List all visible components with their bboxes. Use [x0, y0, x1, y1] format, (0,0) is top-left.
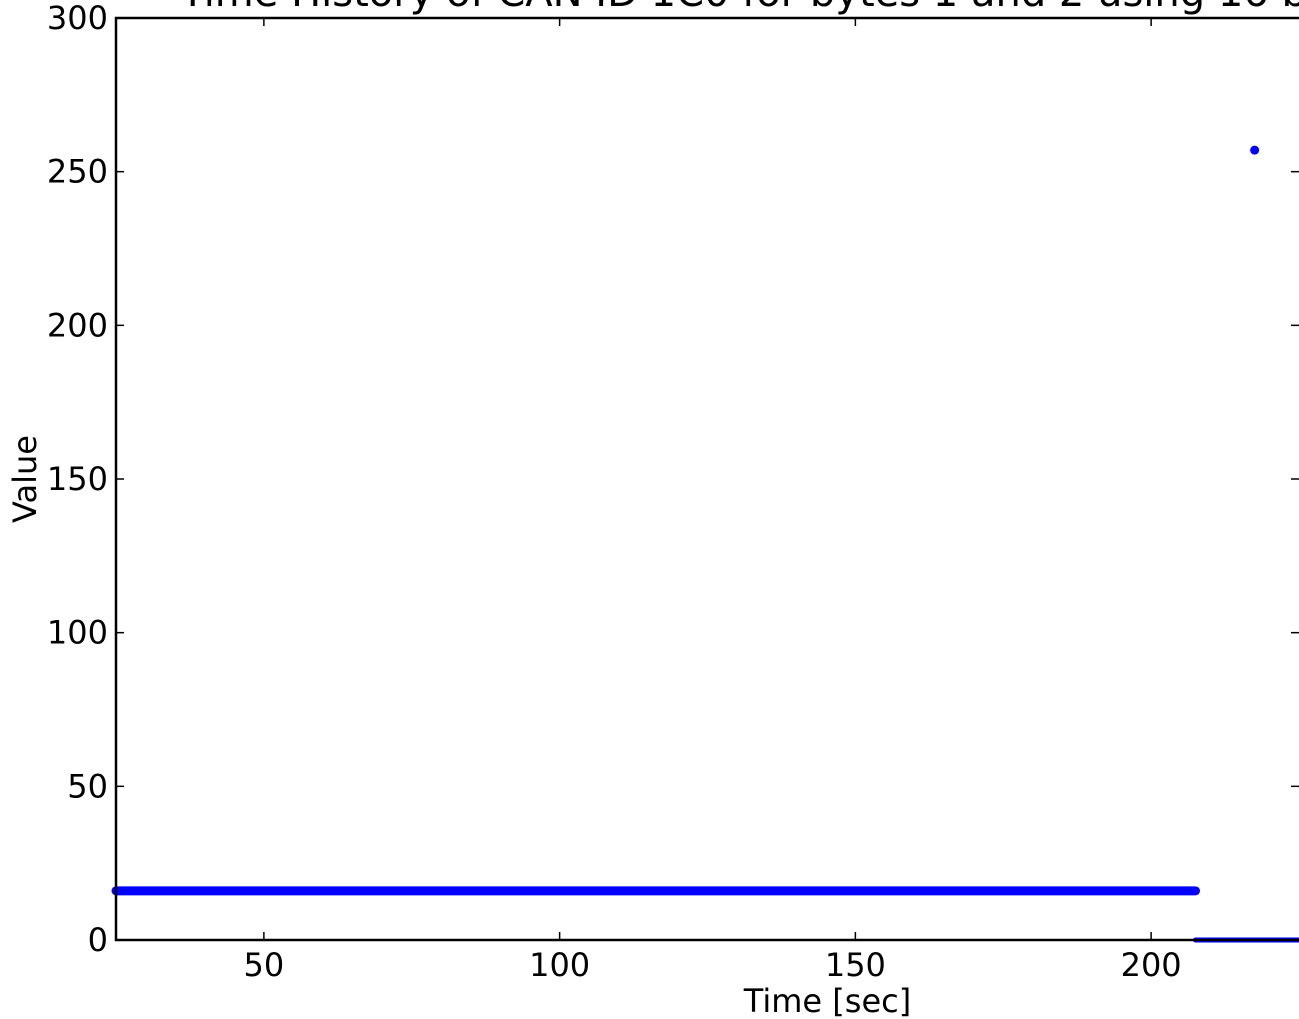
x-axis-label: Time [sec]	[743, 982, 911, 1019]
plot-frame	[114, 16, 1299, 942]
ticks-layer: 50 100 150 200 0 50 100 150 200 250 300	[47, 0, 1299, 984]
y-tick-label: 300	[47, 0, 108, 37]
y-axis-label: Value	[6, 435, 44, 523]
y-tick-label: 0	[88, 921, 108, 959]
x-tick-label: 200	[1121, 946, 1182, 984]
x-tick-label: 100	[529, 946, 590, 984]
chart-title: Time History of CAN ID 1C0 for bytes 1 a…	[179, 0, 1299, 16]
x-tick-label: 150	[825, 946, 886, 984]
y-tick-label: 100	[47, 614, 108, 652]
y-tick-label: 150	[47, 460, 108, 498]
x-tick-label: 50	[244, 946, 285, 984]
y-tick-label: 50	[67, 767, 108, 805]
y-tick-label: 200	[47, 306, 108, 344]
data-layer	[111, 145, 1299, 943]
data-point	[1250, 145, 1260, 155]
y-tick-label: 250	[47, 153, 108, 191]
